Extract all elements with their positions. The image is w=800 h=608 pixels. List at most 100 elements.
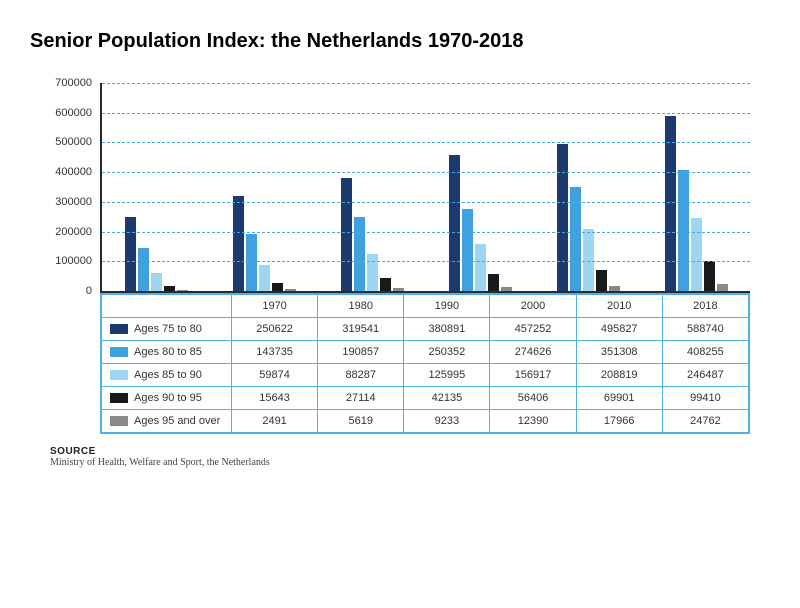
bar: [704, 261, 715, 291]
table-cell: 143735: [232, 341, 318, 364]
bar: [380, 278, 391, 291]
table-cell: 457252: [490, 318, 576, 341]
legend-swatch: [110, 347, 128, 357]
y-tick-label: 0: [86, 285, 92, 297]
data-table-container: 197019801990200020102018 Ages 75 to 80 250…: [100, 293, 750, 434]
bar: [177, 290, 188, 291]
table-cell: 69901: [576, 387, 662, 410]
bar: [164, 286, 175, 291]
table-row: Ages 95 and over249156199233123901796624…: [102, 410, 749, 433]
legend-label: Ages 75 to 80: [134, 323, 202, 335]
table-cell: 88287: [318, 364, 404, 387]
bar: [501, 287, 512, 291]
bar-group: [210, 83, 318, 291]
table-cell: 588740: [662, 318, 748, 341]
table-cell: 12390: [490, 410, 576, 433]
table-row: Ages 85 to 90598748828712599515691720881…: [102, 364, 749, 387]
bar: [125, 217, 136, 291]
table-corner-cell: [102, 295, 232, 318]
gridline: [102, 232, 750, 233]
bar: [272, 283, 283, 291]
chart-title: Senior Population Index: the Netherlands…: [30, 30, 770, 53]
bar: [285, 289, 296, 291]
bar: [138, 248, 149, 291]
table-cell: 250352: [404, 341, 490, 364]
bar: [557, 144, 568, 291]
legend-label: Ages 95 and over: [134, 415, 220, 427]
table-year-header: 1980: [318, 295, 404, 318]
gridline: [102, 172, 750, 173]
table-cell: 42135: [404, 387, 490, 410]
table-cell: 408255: [662, 341, 748, 364]
chart-container: 0100000200000300000400000500000600000700…: [100, 83, 750, 434]
source-text: Ministry of Health, Welfare and Sport, t…: [50, 457, 770, 468]
legend-swatch: [110, 416, 128, 426]
table-cell: 380891: [404, 318, 490, 341]
table-cell: 274626: [490, 341, 576, 364]
y-tick-label: 400000: [55, 166, 92, 178]
bar: [354, 217, 365, 291]
table-cell: 495827: [576, 318, 662, 341]
table-row: Ages 75 to 80 250622319541380891457252495…: [102, 318, 749, 341]
gridline: [102, 113, 750, 114]
bar: [341, 178, 352, 291]
legend-label: Ages 85 to 90: [134, 369, 202, 381]
table-cell: 156917: [490, 364, 576, 387]
table-cell: 99410: [662, 387, 748, 410]
bar: [246, 234, 257, 291]
table-row: Ages 90 to 95156432711442135564066990199…: [102, 387, 749, 410]
gridline: [102, 202, 750, 203]
legend-cell: Ages 80 to 85: [102, 341, 232, 364]
bar: [691, 218, 702, 291]
legend-label: Ages 80 to 85: [134, 346, 202, 358]
y-tick-label: 200000: [55, 226, 92, 238]
bar: [475, 244, 486, 291]
y-tick-label: 600000: [55, 107, 92, 119]
table-cell: 250622: [232, 318, 318, 341]
bar-group: [318, 83, 426, 291]
y-tick-label: 100000: [55, 255, 92, 267]
table-row: Ages 80 to 85 143735190857250352274626351…: [102, 341, 749, 364]
table-cell: 59874: [232, 364, 318, 387]
table-cell: 125995: [404, 364, 490, 387]
chart-plot-area: 0100000200000300000400000500000600000700…: [100, 83, 750, 293]
table-cell: 190857: [318, 341, 404, 364]
table-cell: 24762: [662, 410, 748, 433]
table-cell: 351308: [576, 341, 662, 364]
table-cell: 9233: [404, 410, 490, 433]
bar: [393, 288, 404, 291]
bar: [462, 209, 473, 291]
table-year-header: 2018: [662, 295, 748, 318]
bar: [609, 286, 620, 291]
gridline: [102, 261, 750, 262]
source-block: SOURCE Ministry of Health, Welfare and S…: [50, 446, 770, 468]
bar-group: [642, 83, 750, 291]
bar: [717, 284, 728, 291]
table-year-header: 1990: [404, 295, 490, 318]
legend-cell: Ages 90 to 95: [102, 387, 232, 410]
table-cell: 27114: [318, 387, 404, 410]
legend-swatch: [110, 370, 128, 380]
bar: [488, 274, 499, 291]
table-cell: 56406: [490, 387, 576, 410]
y-tick-label: 700000: [55, 77, 92, 89]
legend-cell: Ages 95 and over: [102, 410, 232, 433]
gridline: [102, 142, 750, 143]
table-cell: 17966: [576, 410, 662, 433]
legend-swatch: [110, 324, 128, 334]
table-year-header: 1970: [232, 295, 318, 318]
gridline: [102, 83, 750, 84]
legend-cell: Ages 85 to 90: [102, 364, 232, 387]
bar-group: [426, 83, 534, 291]
data-table: 197019801990200020102018 Ages 75 to 80 250…: [101, 294, 749, 433]
table-header-row: 197019801990200020102018: [102, 295, 749, 318]
bar: [233, 196, 244, 291]
table-cell: 319541: [318, 318, 404, 341]
bar: [449, 155, 460, 291]
legend-label: Ages 90 to 95: [134, 392, 202, 404]
bar-group: [102, 83, 210, 291]
bar: [583, 229, 594, 291]
bar: [678, 170, 689, 291]
bars-container: [102, 83, 750, 291]
y-tick-label: 300000: [55, 196, 92, 208]
